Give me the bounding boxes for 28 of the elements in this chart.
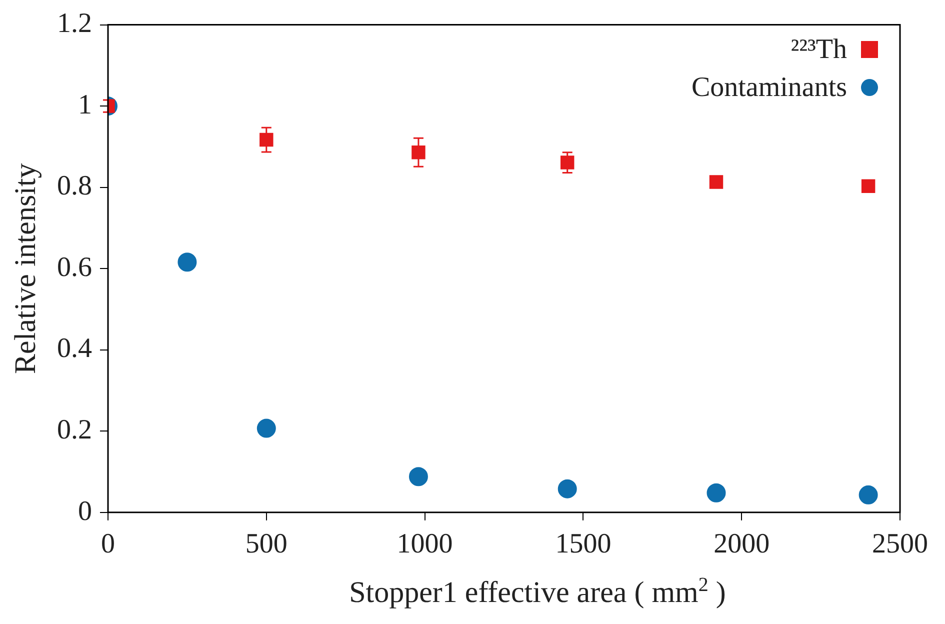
y-tick-label: 1 xyxy=(78,89,92,120)
point xyxy=(560,156,574,170)
point xyxy=(558,479,577,498)
point xyxy=(256,418,276,438)
point xyxy=(709,175,724,189)
y-tick-label: 0.4 xyxy=(57,333,92,364)
x-tick-label: 500 xyxy=(245,528,288,560)
x-tick-label: 1000 xyxy=(396,528,453,560)
x-axis-title: Stopper1 effective area ( mm$^{2}$ ) xyxy=(348,574,727,610)
y-tick-label: 0.6 xyxy=(57,252,92,283)
y-tick-label: 0 xyxy=(78,496,92,527)
x-tick-label: 2000 xyxy=(714,528,770,560)
y-axis-title: Relative intensity xyxy=(8,163,42,374)
point xyxy=(408,467,428,486)
point xyxy=(260,132,274,147)
y-tick-label: 1.2 xyxy=(57,8,92,40)
point xyxy=(706,483,726,502)
x-tick-label: 2500 xyxy=(872,528,928,560)
y-tick-label: 0.8 xyxy=(57,170,92,202)
legend-label: Contaminants xyxy=(691,72,847,104)
point xyxy=(861,179,876,193)
point xyxy=(412,146,426,160)
x-tick-label: 1500 xyxy=(555,528,612,560)
point xyxy=(178,252,197,272)
y-tick-label: 0.2 xyxy=(57,414,92,446)
point xyxy=(858,485,878,504)
legend-label: ²²³Th xyxy=(790,34,847,66)
x-tick-label: 0 xyxy=(101,528,115,560)
